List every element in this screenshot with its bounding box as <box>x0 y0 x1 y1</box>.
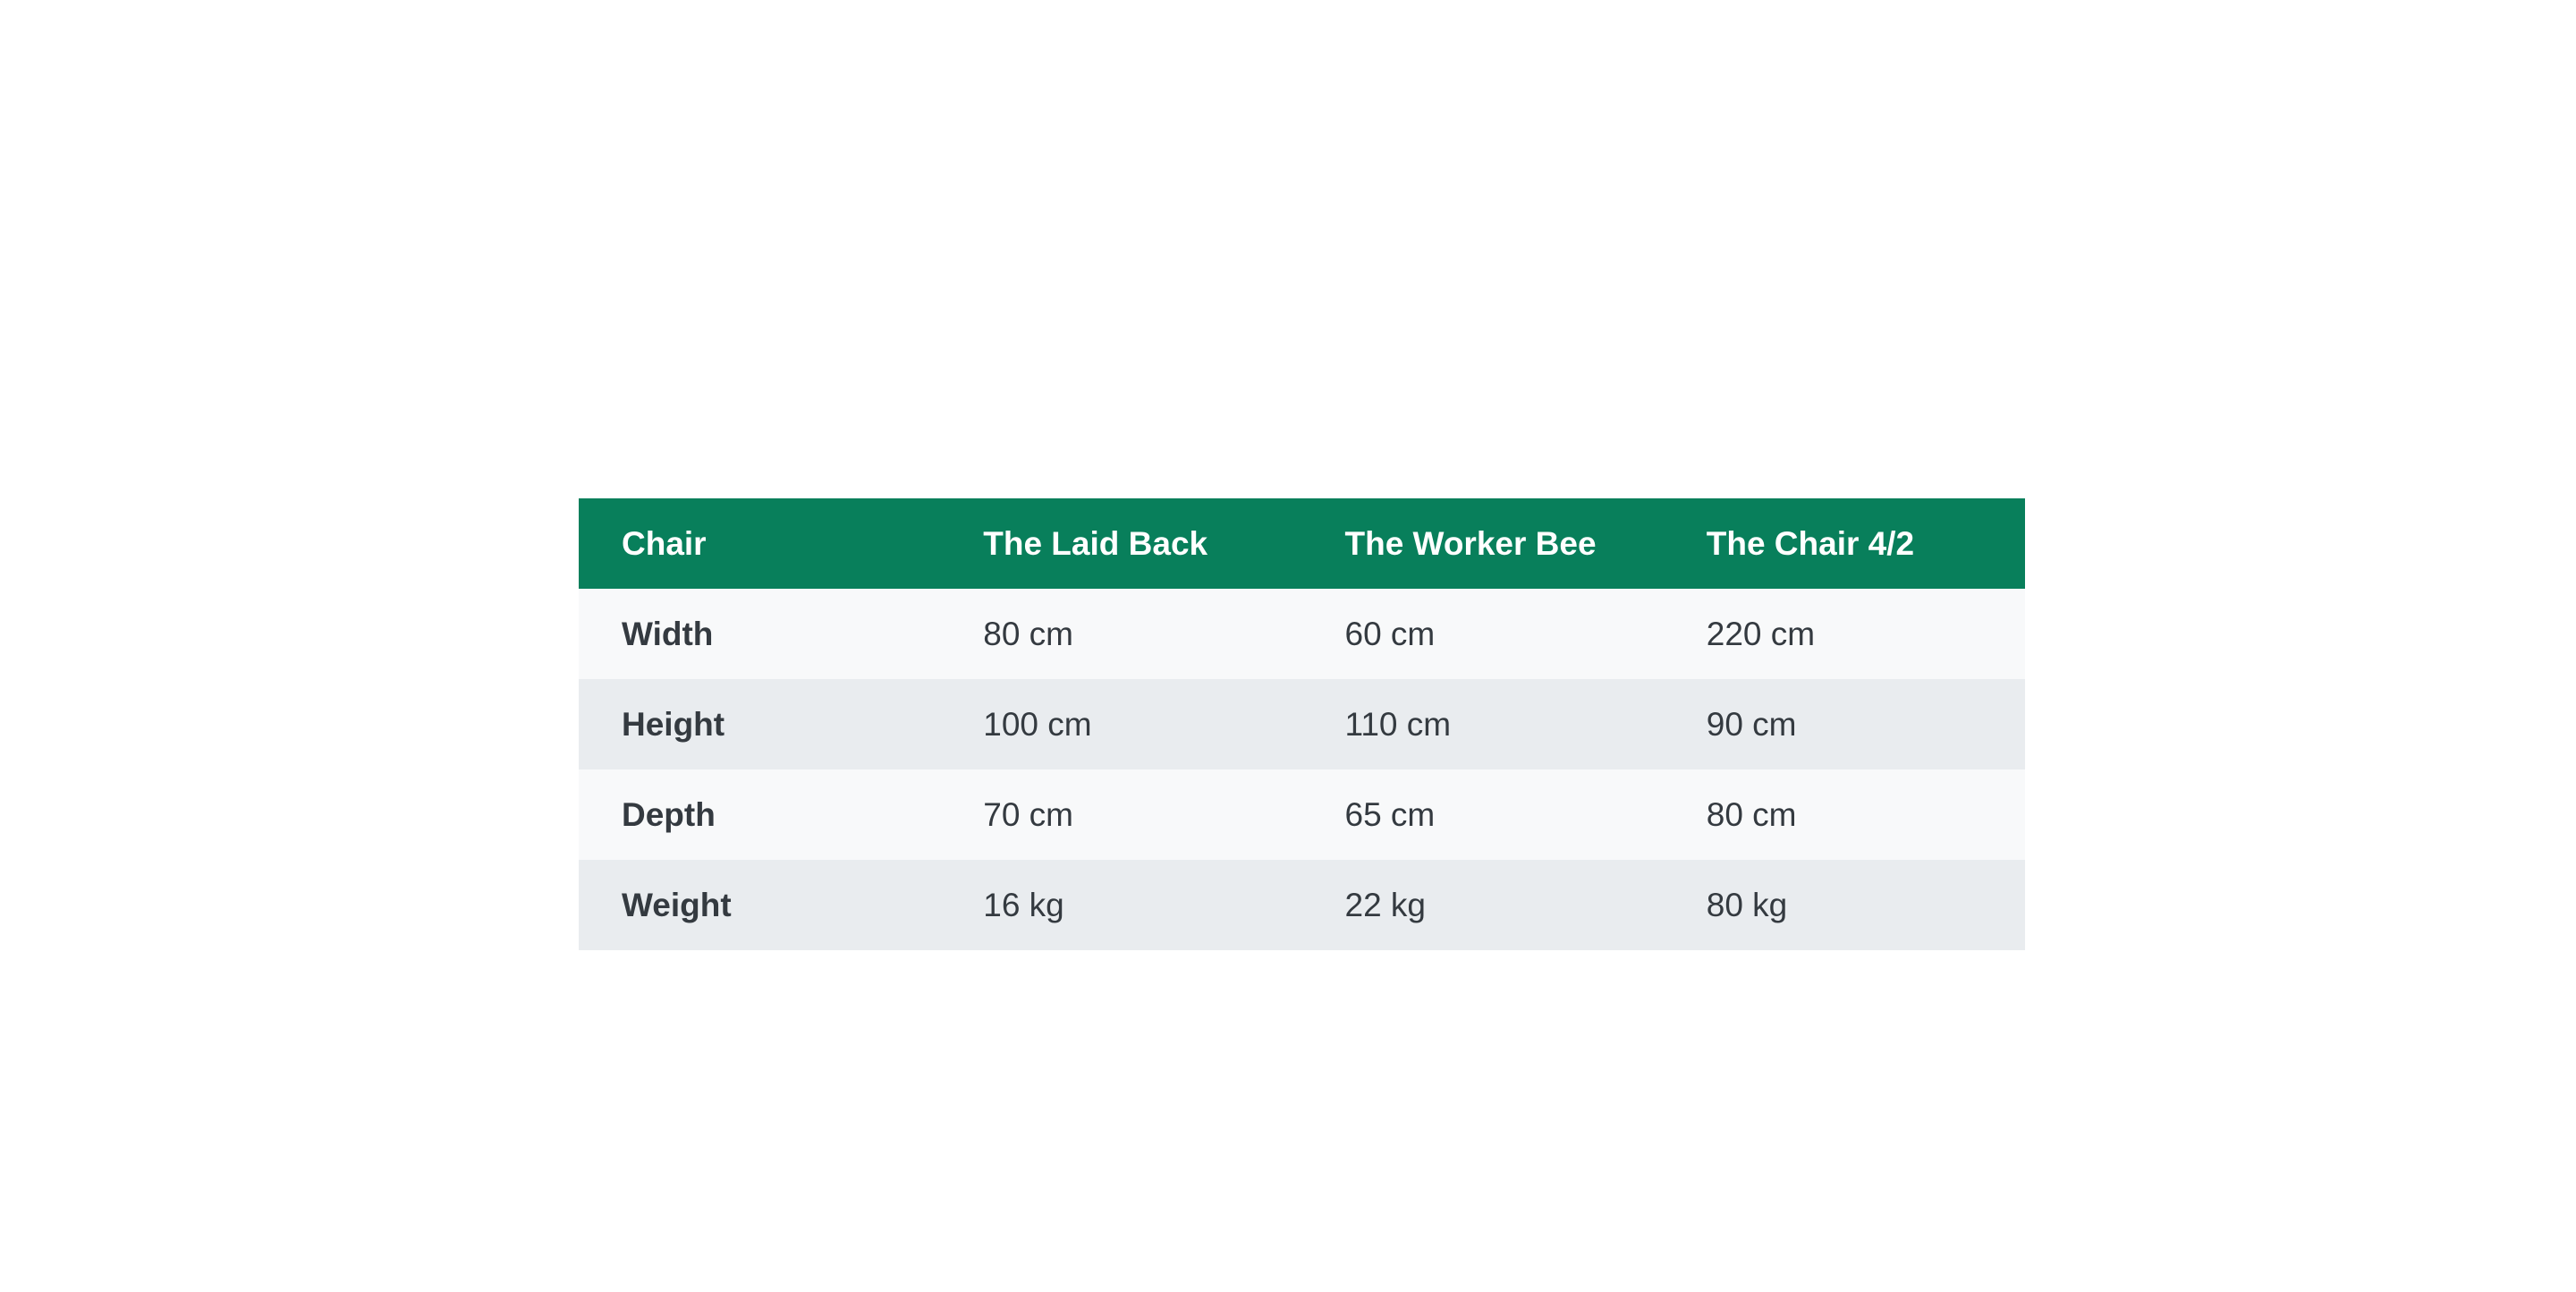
header-cell-the-worker-bee: The Worker Bee <box>1344 524 1597 562</box>
header-cell-the-chair-4-2: The Chair 4/2 <box>1706 524 1915 562</box>
table-cell: 220 cm <box>1706 615 1816 652</box>
row-label-weight: Weight <box>622 886 732 923</box>
table-cell: 65 cm <box>1344 795 1436 833</box>
table-row-depth: Depth 70 cm 65 cm 80 cm <box>579 769 2025 860</box>
table-cell: 80 kg <box>1706 886 1788 923</box>
chair-comparison-table: Chair The Laid Back The Worker Bee The C… <box>579 498 2025 950</box>
header-cell-the-laid-back: The Laid Back <box>983 524 1208 562</box>
row-label-height: Height <box>622 705 725 743</box>
table-row-width: Width 80 cm 60 cm 220 cm <box>579 589 2025 679</box>
row-label-width: Width <box>622 615 714 652</box>
chair-comparison-table-container: Chair The Laid Back The Worker Bee The C… <box>579 498 2025 950</box>
table-cell: 80 cm <box>983 615 1074 652</box>
table-cell: 100 cm <box>983 705 1092 743</box>
table-cell: 22 kg <box>1344 886 1427 923</box>
row-label-depth: Depth <box>622 795 716 833</box>
table-cell: 16 kg <box>983 886 1064 923</box>
table-cell: 80 cm <box>1706 795 1797 833</box>
header-cell-chair: Chair <box>622 524 707 562</box>
table-cell: 70 cm <box>983 795 1074 833</box>
table-header: Chair The Laid Back The Worker Bee The C… <box>579 498 2025 589</box>
table-header-row: Chair The Laid Back The Worker Bee The C… <box>579 498 2025 589</box>
table-cell: 90 cm <box>1706 705 1797 743</box>
table-body: Width 80 cm 60 cm 220 cm Height 100 cm 1… <box>579 589 2025 950</box>
table-row-weight: Weight 16 kg 22 kg 80 kg <box>579 860 2025 950</box>
table-cell: 110 cm <box>1344 705 1452 743</box>
table-cell: 60 cm <box>1344 615 1436 652</box>
table-row-height: Height 100 cm 110 cm 90 cm <box>579 679 2025 769</box>
